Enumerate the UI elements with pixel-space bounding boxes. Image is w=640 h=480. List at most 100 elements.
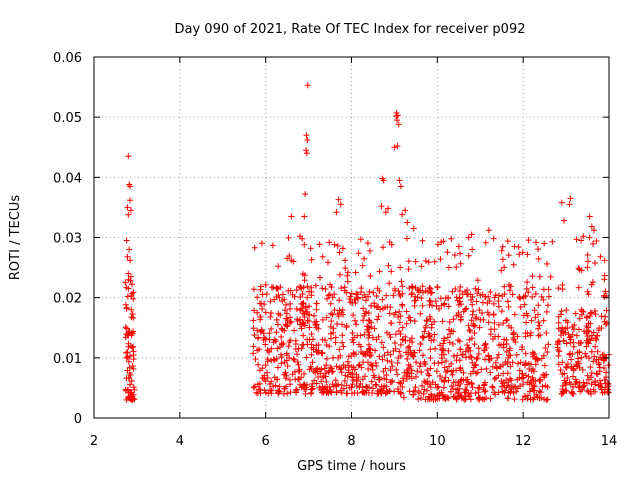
- data-point: [349, 329, 356, 336]
- data-point: [464, 287, 471, 294]
- data-point: [427, 298, 434, 305]
- data-point: [307, 363, 314, 370]
- data-point: [485, 319, 492, 326]
- data-point: [285, 234, 292, 241]
- data-point: [274, 345, 281, 352]
- chart-title: Day 090 of 2021, Rate Of TEC Index for r…: [175, 22, 526, 37]
- data-point: [453, 264, 460, 271]
- data-point: [470, 308, 477, 315]
- data-point: [403, 320, 410, 327]
- data-point: [486, 356, 493, 363]
- data-point: [394, 371, 401, 378]
- data-point: [426, 297, 433, 304]
- data-point: [416, 363, 423, 370]
- data-point: [272, 382, 279, 389]
- data-point: [257, 328, 264, 335]
- data-point: [323, 362, 330, 369]
- data-point: [424, 378, 431, 385]
- data-point: [409, 339, 416, 346]
- data-point: [523, 319, 530, 326]
- data-point: [365, 316, 372, 323]
- data-point: [490, 235, 497, 242]
- x-tick-label: 2: [90, 434, 98, 449]
- data-point: [366, 288, 373, 295]
- data-point: [411, 302, 418, 309]
- data-point: [275, 263, 282, 270]
- data-point: [582, 350, 589, 357]
- data-point: [353, 321, 360, 328]
- data-point: [477, 316, 484, 323]
- data-point: [394, 143, 401, 150]
- data-point: [430, 396, 437, 403]
- data-point: [441, 378, 448, 385]
- data-point: [274, 321, 281, 328]
- data-point: [519, 370, 526, 377]
- data-point: [565, 331, 572, 338]
- data-point: [411, 318, 418, 325]
- data-point: [302, 304, 309, 311]
- data-point: [395, 328, 402, 335]
- data-point: [470, 320, 477, 327]
- data-point: [596, 377, 603, 384]
- data-point: [408, 367, 415, 374]
- data-point: [384, 205, 391, 212]
- data-point: [307, 245, 314, 252]
- data-point: [459, 351, 466, 358]
- data-point: [487, 331, 494, 338]
- data-point: [266, 336, 273, 343]
- data-point: [479, 299, 486, 306]
- data-point: [368, 378, 375, 385]
- data-point: [122, 301, 129, 308]
- data-point: [434, 284, 441, 291]
- data-point: [508, 324, 515, 331]
- data-point: [407, 314, 414, 321]
- data-point: [336, 249, 343, 256]
- data-point: [335, 196, 342, 203]
- data-point: [568, 389, 575, 396]
- y-tick-label: 0.05: [53, 111, 82, 126]
- data-point: [285, 287, 292, 294]
- data-point: [408, 375, 415, 382]
- data-point: [372, 347, 379, 354]
- data-point: [501, 283, 508, 290]
- data-point: [365, 323, 372, 330]
- data-point: [340, 385, 347, 392]
- data-point: [332, 377, 339, 384]
- data-point: [588, 332, 595, 339]
- data-point: [344, 272, 351, 279]
- data-point: [475, 286, 482, 293]
- data-point: [602, 380, 609, 387]
- data-point: [366, 332, 373, 339]
- data-point: [379, 356, 386, 363]
- data-point: [344, 390, 351, 397]
- data-point: [543, 371, 550, 378]
- data-point: [575, 360, 582, 367]
- data-point: [336, 364, 343, 371]
- data-point: [380, 368, 387, 375]
- data-point: [278, 360, 285, 367]
- data-point: [412, 284, 419, 291]
- data-point: [456, 338, 463, 345]
- data-point: [560, 388, 567, 395]
- data-point: [529, 284, 536, 291]
- data-point: [466, 353, 473, 360]
- data-point: [319, 316, 326, 323]
- data-point: [250, 317, 257, 324]
- data-point: [319, 383, 326, 390]
- data-point: [400, 394, 407, 401]
- data-point: [275, 310, 282, 317]
- data-point: [464, 342, 471, 349]
- data-point: [530, 387, 537, 394]
- data-point: [122, 279, 129, 286]
- data-point: [308, 383, 315, 390]
- data-point: [394, 359, 401, 366]
- data-point: [601, 272, 608, 279]
- data-point: [333, 209, 340, 216]
- data-point: [442, 374, 449, 381]
- data-point: [337, 352, 344, 359]
- data-point: [558, 311, 565, 318]
- data-point: [282, 302, 289, 309]
- y-tick-label: 0.06: [53, 51, 82, 66]
- data-point: [446, 318, 453, 325]
